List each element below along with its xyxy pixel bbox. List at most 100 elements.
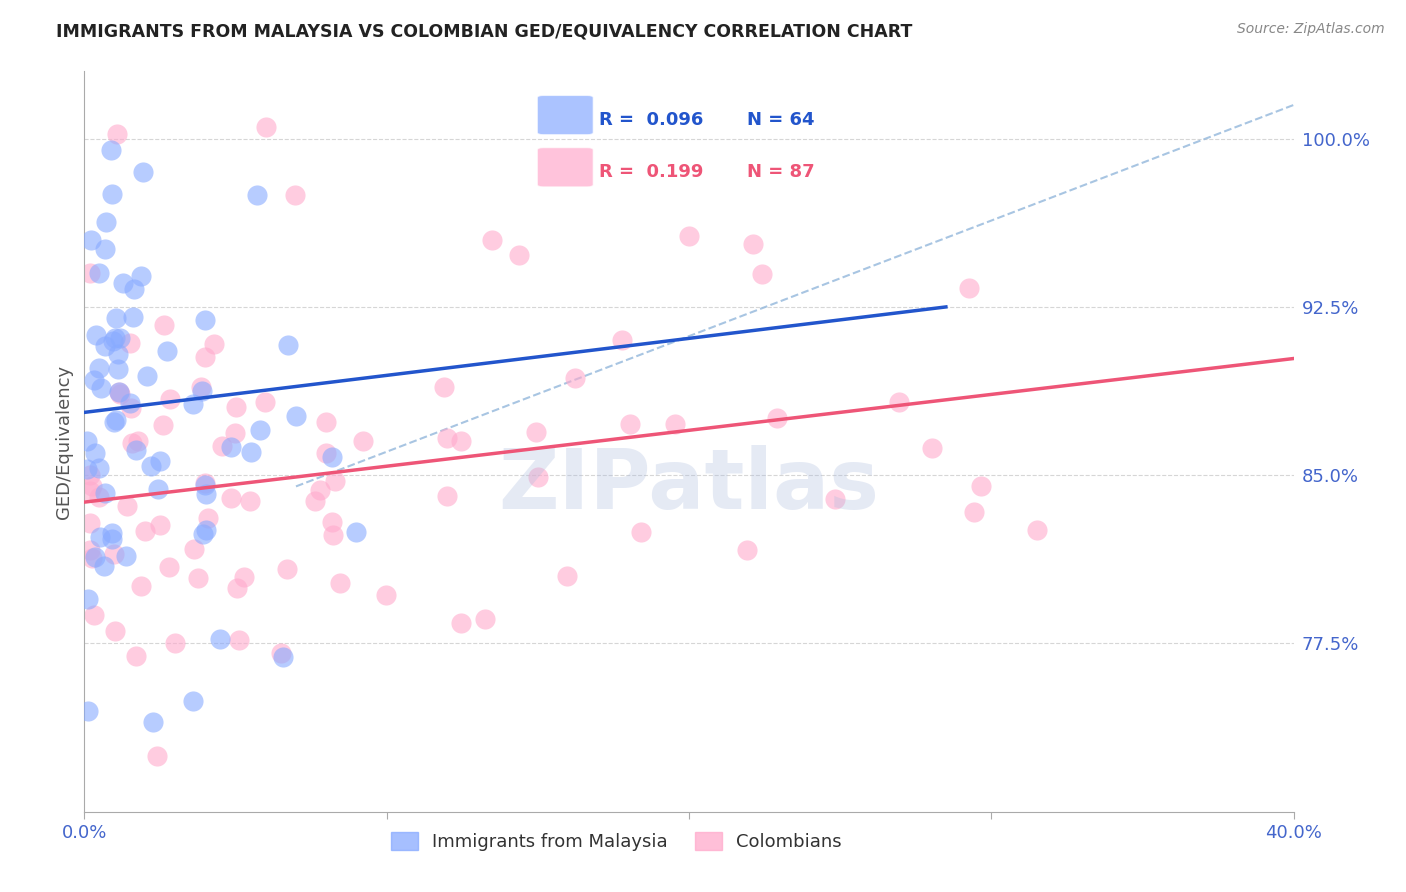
Point: [80, 233, 103, 247]
Point: [104, 311, 127, 326]
Point: [321, 450, 343, 465]
Point: [564, 371, 586, 385]
Point: [100, 143, 122, 157]
Point: [436, 431, 458, 445]
Point: [118, 335, 141, 350]
Text: ZIPatlas: ZIPatlas: [499, 445, 879, 526]
Point: [450, 615, 472, 630]
Point: [276, 562, 298, 576]
Point: [315, 446, 337, 460]
Point: [191, 384, 214, 398]
Point: [89, 530, 111, 544]
Point: [308, 483, 330, 497]
Point: [142, 714, 165, 729]
Text: R =  0.199: R = 0.199: [599, 163, 703, 181]
Point: [149, 518, 172, 533]
Point: [89, 360, 111, 375]
Point: [352, 434, 374, 448]
Text: N = 87: N = 87: [747, 163, 814, 181]
Point: [129, 579, 152, 593]
Point: [887, 395, 910, 409]
Point: [555, 568, 578, 582]
FancyBboxPatch shape: [537, 147, 593, 187]
Point: [79, 483, 101, 498]
Point: [219, 440, 242, 454]
Point: [253, 395, 276, 409]
Point: [103, 547, 125, 561]
Point: [104, 412, 127, 426]
Point: [127, 434, 149, 449]
Point: [107, 361, 129, 376]
Point: [115, 499, 138, 513]
Point: [181, 694, 204, 708]
Point: [76, 462, 98, 476]
FancyBboxPatch shape: [537, 95, 593, 135]
Point: [79, 516, 101, 530]
Point: [115, 549, 138, 563]
Point: [121, 436, 143, 450]
Point: [183, 397, 205, 411]
Point: [323, 474, 346, 488]
Point: [80, 479, 103, 493]
Point: [239, 444, 262, 458]
Legend: Immigrants from Malaysia, Colombians: Immigrants from Malaysia, Colombians: [384, 824, 849, 858]
Point: [83, 373, 105, 387]
Point: [79, 543, 101, 558]
Point: [148, 482, 170, 496]
Point: [193, 312, 215, 326]
Point: [630, 524, 652, 539]
Point: [89, 490, 111, 504]
Point: [101, 334, 124, 348]
Text: R =  0.096: R = 0.096: [599, 111, 703, 129]
Point: [136, 369, 159, 384]
Point: [93, 558, 115, 573]
Point: [190, 379, 212, 393]
Point: [105, 127, 128, 141]
Point: [433, 380, 456, 394]
Point: [124, 282, 146, 296]
Point: [224, 425, 246, 440]
Point: [122, 310, 145, 325]
Point: [194, 523, 217, 537]
Point: [87, 460, 110, 475]
Point: [375, 589, 398, 603]
Point: [228, 632, 250, 647]
Y-axis label: GED/Equivalency: GED/Equivalency: [55, 365, 73, 518]
Point: [125, 443, 148, 458]
Point: [284, 187, 307, 202]
Point: [131, 165, 153, 179]
Point: [84, 549, 107, 564]
Point: [270, 646, 292, 660]
Text: IMMIGRANTS FROM MALAYSIA VS COLOMBIAN GED/EQUIVALENCY CORRELATION CHART: IMMIGRANTS FROM MALAYSIA VS COLOMBIAN GE…: [56, 22, 912, 40]
Point: [84, 328, 107, 343]
Point: [508, 248, 530, 262]
Point: [100, 186, 122, 201]
Point: [277, 338, 299, 352]
Point: [824, 492, 846, 507]
Point: [153, 318, 176, 332]
Point: [83, 607, 105, 622]
Point: [94, 339, 117, 353]
Point: [79, 266, 101, 280]
Point: [481, 233, 503, 247]
Point: [76, 434, 98, 448]
Point: [271, 649, 294, 664]
Point: [90, 381, 112, 395]
Point: [315, 416, 337, 430]
Point: [527, 470, 550, 484]
Point: [346, 525, 368, 540]
Point: [741, 237, 763, 252]
Point: [104, 331, 127, 345]
Text: N = 64: N = 64: [747, 111, 814, 129]
Point: [76, 591, 98, 606]
Point: [321, 515, 343, 529]
Text: Source: ZipAtlas.com: Source: ZipAtlas.com: [1237, 22, 1385, 37]
Point: [94, 485, 117, 500]
Point: [970, 479, 993, 493]
Point: [79, 468, 101, 483]
Point: [619, 417, 641, 431]
Point: [108, 386, 131, 401]
Point: [524, 425, 547, 439]
Point: [107, 347, 129, 361]
Point: [152, 418, 174, 433]
